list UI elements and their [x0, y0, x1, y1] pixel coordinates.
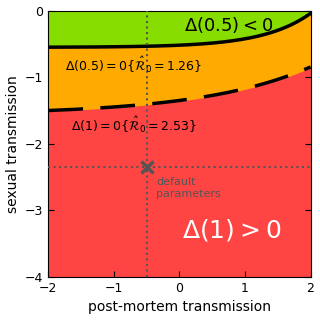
Text: $\Delta(0.5) < 0$: $\Delta(0.5) < 0$ [184, 15, 273, 35]
Text: $\Delta(0.5) = 0$$\{$$\hat{\mathcal{R}}_0 = 1.26\}$: $\Delta(0.5) = 0$$\{$$\hat{\mathcal{R}}_… [65, 55, 202, 75]
Text: $\Delta(1) > 0$: $\Delta(1) > 0$ [182, 217, 282, 244]
Text: default
parameters: default parameters [156, 177, 221, 199]
Text: $\Delta(1) = 0$$\{$$\hat{\mathcal{R}}_0 = 2.53\}$: $\Delta(1) = 0$$\{$$\hat{\mathcal{R}}_0 … [71, 115, 196, 135]
Y-axis label: sexual transmission: sexual transmission [5, 75, 20, 213]
X-axis label: post-mortem transmission: post-mortem transmission [88, 300, 271, 315]
